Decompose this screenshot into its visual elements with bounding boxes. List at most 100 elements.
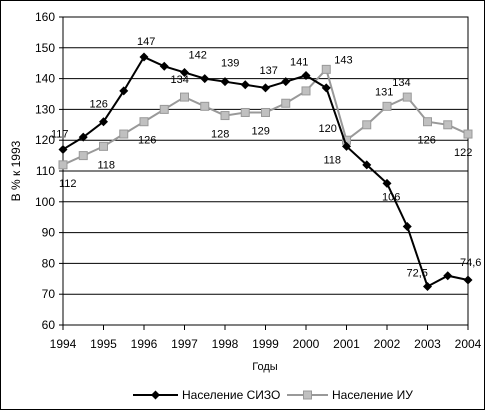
y-tick-label: 140 [35, 72, 55, 86]
data-label: 129 [252, 125, 270, 137]
x-axis-ticks: 1994 1995 1996 1997 1998 1999 2000 2001 2002 2003… [50, 325, 482, 351]
data-label: 74,6 [460, 257, 481, 269]
data-label: 118 [324, 154, 342, 166]
x-tick-label: 1994 [50, 337, 77, 351]
data-point-marker [99, 117, 108, 127]
y-axis-ticks: 60 70 80 90 100 110 120 130 140 150 160 [35, 10, 63, 332]
data-label: 139 [221, 58, 239, 70]
y-axis-label: В % к 1993 [9, 140, 23, 201]
data-point-marker [200, 74, 210, 84]
data-point-marker [261, 107, 270, 117]
y-tick-label: 90 [42, 226, 56, 240]
data-point-marker [382, 101, 392, 111]
legend: Население СИЗО Население ИУ [133, 388, 413, 402]
legend-item-sizo: Население СИЗО [133, 388, 280, 402]
data-point-marker [402, 92, 412, 102]
data-point-marker [220, 77, 230, 87]
y-tick-label: 60 [42, 318, 56, 332]
y-tick-label: 80 [42, 256, 56, 270]
data-point-marker [362, 160, 372, 170]
data-point-marker [463, 129, 473, 139]
data-label: 117 [51, 128, 69, 140]
legend-label-sizo: Население СИЗО [182, 388, 280, 402]
data-point-marker [301, 71, 311, 81]
x-tick-label: 1997 [171, 337, 198, 351]
data-point-marker [321, 64, 331, 74]
data-point-marker [159, 104, 169, 114]
x-tick-label: 2001 [333, 337, 360, 351]
data-label: 134 [392, 77, 410, 89]
data-point-marker [463, 275, 473, 285]
data-point-marker [139, 117, 149, 127]
series-sizo [58, 52, 473, 291]
data-point-marker [362, 120, 372, 130]
y-tick-label: 100 [35, 195, 55, 209]
data-point-marker [301, 86, 311, 96]
y-tick-label: 70 [42, 287, 56, 301]
data-point-marker [180, 92, 189, 102]
data-point-marker [382, 178, 392, 188]
y-tick-label: 160 [35, 10, 55, 24]
x-tick-label: 2003 [414, 337, 441, 351]
data-point-marker [423, 282, 432, 291]
data-point-marker [240, 107, 250, 117]
data-label: 147 [137, 36, 155, 48]
data-point-marker [180, 67, 189, 77]
data-point-marker [119, 86, 129, 96]
data-label: 112 [59, 178, 77, 190]
x-tick-label: 2000 [293, 337, 320, 351]
data-point-marker [443, 271, 453, 281]
x-tick-label: 1996 [131, 337, 158, 351]
data-point-marker [423, 117, 432, 127]
x-axis-label: Годы [252, 361, 278, 373]
data-point-marker [261, 83, 270, 93]
data-label: 126 [418, 135, 436, 147]
data-point-marker [342, 141, 351, 151]
y-tick-label: 130 [35, 102, 55, 116]
data-point-marker [78, 132, 88, 142]
series-iu [58, 64, 473, 170]
x-tick-label: 1995 [90, 337, 117, 351]
data-point-marker [443, 120, 453, 130]
data-point-marker [119, 129, 129, 139]
data-point-marker [240, 80, 250, 90]
y-tick-label: 150 [35, 41, 55, 55]
data-point-marker [281, 77, 291, 87]
data-label: 118 [98, 159, 116, 171]
data-point-marker [281, 98, 291, 108]
x-tick-label: 2004 [455, 337, 482, 351]
data-label: 126 [90, 99, 108, 111]
data-label: 128 [211, 129, 229, 141]
data-point-marker [99, 141, 108, 151]
data-labels: 117 126 147 142 139 137 141 118 106 72,5 74,6 112 11… [51, 36, 481, 279]
data-point-marker [139, 52, 149, 62]
data-point-marker [200, 101, 210, 111]
x-tick-label: 1998 [212, 337, 239, 351]
y-tick-label: 120 [35, 133, 55, 147]
data-label: 120 [319, 123, 337, 135]
data-label: 134 [171, 74, 189, 86]
data-point-marker [58, 160, 68, 170]
series-layer [58, 52, 473, 291]
data-point-marker [402, 221, 412, 231]
data-label: 142 [189, 49, 207, 61]
data-label: 141 [290, 57, 308, 69]
data-label: 126 [138, 135, 156, 147]
legend-item-iu: Население ИУ [287, 388, 413, 402]
data-label: 137 [260, 65, 278, 77]
legend-label-iu: Население ИУ [332, 388, 413, 402]
data-point-marker [78, 151, 88, 161]
y-tick-label: 110 [36, 164, 55, 178]
x-tick-label: 1999 [252, 337, 279, 351]
data-point-marker [159, 61, 169, 71]
data-point-marker [58, 144, 68, 154]
data-label: 143 [334, 54, 352, 66]
data-label: 106 [382, 191, 400, 203]
data-point-marker [220, 111, 230, 121]
data-point-marker [321, 83, 331, 93]
data-label: 72,5 [407, 268, 428, 280]
x-tick-label: 2002 [374, 337, 401, 351]
data-label: 131 [375, 86, 393, 98]
